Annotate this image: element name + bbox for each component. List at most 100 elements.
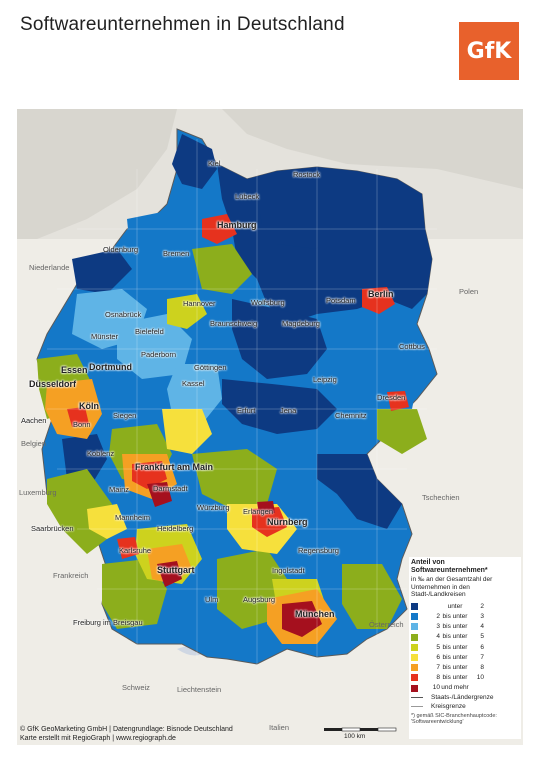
country-label-italien: Italien xyxy=(269,723,290,732)
region-upper-lusatia xyxy=(377,409,427,454)
city-label-frankfurt: Frankfurt am Main xyxy=(135,462,214,472)
gfk-logo-text: GfK xyxy=(466,38,512,64)
map-legend: Anteil von Softwareunternehmen* in ‰ an … xyxy=(409,557,521,739)
legend-class-to: 6 xyxy=(480,643,484,651)
legend-class-row: 8 bis unter 10 xyxy=(411,673,521,683)
legend-class-row: 7 bis unter 8 xyxy=(411,663,521,673)
map-area[interactable]: Niederlande Polen Belgien Luxemburg Fran… xyxy=(17,109,523,745)
legend-class-op: und mehr xyxy=(441,684,469,692)
legend-swatch xyxy=(411,633,418,641)
city-label-freiburg: Freiburg im Breisgau xyxy=(73,618,143,627)
region-cologne-red xyxy=(67,407,89,427)
legend-class-from: 7 xyxy=(436,663,440,671)
district-borders xyxy=(47,139,437,669)
city-label-hamburg: Hamburg xyxy=(217,220,257,230)
region-westphalia xyxy=(117,314,192,379)
region-schleswig xyxy=(172,134,217,189)
legend-class-from: 10 xyxy=(432,684,440,692)
region-nuremberg-red xyxy=(252,507,287,537)
legend-class-to: 8 xyxy=(480,663,484,671)
country-label-schweiz: Schweiz xyxy=(122,683,150,692)
city-label-hannover: Hannover xyxy=(183,299,216,308)
city-label-kiel: Kiel xyxy=(208,159,221,168)
scale-label: 100 km xyxy=(344,733,366,740)
region-darmstadt-red xyxy=(147,482,172,507)
north-sea xyxy=(17,109,177,244)
legend-district-border: Kreisgrenze xyxy=(411,702,521,711)
city-label-wolfsburg: Wolfsburg xyxy=(251,298,285,307)
legend-subtitle: in ‰ an der Gesamtzahl der Unternehmen i… xyxy=(411,576,493,599)
legend-class-from: 2 xyxy=(436,613,440,621)
city-label-dresden: Dresden xyxy=(377,393,406,402)
country-label-tschechien: Tschechien xyxy=(422,493,460,502)
legend-class-op: bis unter xyxy=(442,623,468,631)
credits-line-2: Karte erstellt mit RegioGraph | www.regi… xyxy=(20,734,176,742)
legend-swatch xyxy=(411,613,418,621)
region-berlin-red xyxy=(362,287,395,314)
city-label-nuernberg: Nürnberg xyxy=(267,517,308,527)
region-frankfurt-red xyxy=(132,461,167,489)
city-label-aachen: Aachen xyxy=(21,416,47,425)
region-emsland xyxy=(72,249,132,294)
city-label-paderborn: Paderborn xyxy=(141,350,177,359)
city-label-berlin: Berlin xyxy=(368,289,394,299)
legend-class-row: 10 und mehr xyxy=(411,683,521,693)
country-label-niederlande: Niederlande xyxy=(29,263,70,272)
legend-class-row: 5 bis unter 6 xyxy=(411,642,521,652)
legend-class-from: 4 xyxy=(436,633,440,641)
legend-class-from: 8 xyxy=(436,674,440,682)
city-label-magdeburg: Magdeburg xyxy=(282,319,320,328)
legend-class-row: 4 bis unter 5 xyxy=(411,632,521,642)
baltic-sea xyxy=(222,109,523,189)
legend-swatch xyxy=(411,674,418,682)
city-label-kassel: Kassel xyxy=(182,379,205,388)
city-label-braunschweig: Braunschweig xyxy=(210,319,258,328)
city-label-mannheim: Mannheim xyxy=(115,513,151,522)
legend-swatch xyxy=(411,603,418,611)
city-label-stuttgart: Stuttgart xyxy=(157,565,195,575)
legend-class-row: 6 bis unter 7 xyxy=(411,652,521,662)
legend-class-from: 3 xyxy=(436,623,440,631)
scale-bar: 100 km xyxy=(322,727,402,741)
legend-swatch xyxy=(411,664,418,672)
legend-state-border-label: Staats-/Ländergrenze xyxy=(431,693,494,701)
city-label-ulm: Ulm xyxy=(205,595,219,604)
credits: © GfK GeoMarketing GmbH | Datengrundlage… xyxy=(20,726,233,744)
legend-class-op: bis unter xyxy=(442,653,468,661)
city-label-osnabrueck: Osnabrück xyxy=(105,310,142,319)
legend-class-op: unter xyxy=(447,602,463,610)
region-thuringia xyxy=(222,379,337,434)
region-bavaria-east xyxy=(342,564,402,629)
legend-class-row: 2 bis unter 3 xyxy=(411,612,521,622)
city-label-duesseldorf: Düsseldorf xyxy=(29,379,77,389)
legend-swatch xyxy=(411,654,418,662)
legend-class-op: bis unter xyxy=(442,674,468,682)
legend-class-to: 4 xyxy=(480,623,484,631)
region-saxony-anhalt xyxy=(232,299,327,379)
city-label-ingolstadt: Ingolstadt xyxy=(272,566,305,575)
region-erlangen-red xyxy=(257,501,275,514)
region-palatinate-yellow xyxy=(87,504,127,539)
legend-class-to: 7 xyxy=(480,653,484,661)
legend-title: Anteil von Softwareunternehmen* xyxy=(411,559,488,575)
country-label-frankreich: Frankreich xyxy=(53,571,89,580)
city-label-dortmund: Dortmund xyxy=(89,362,132,372)
country-label-oesterreich: Österreich xyxy=(369,620,404,629)
city-label-augsburg: Augsburg xyxy=(243,595,276,604)
city-label-heidelberg: Heidelberg xyxy=(157,524,194,533)
region-munich-red xyxy=(282,601,322,637)
legend-class-from: 6 xyxy=(436,653,440,661)
city-label-essen: Essen xyxy=(61,365,88,375)
city-label-erlangen: Erlangen xyxy=(243,507,274,516)
legend-class-row: 3 bis unter 4 xyxy=(411,622,521,632)
legend-class-to: 3 xyxy=(480,613,484,621)
city-label-bonn: Bonn xyxy=(73,420,91,429)
legend-class-to: 5 xyxy=(480,633,484,641)
city-label-bielefeld: Bielefeld xyxy=(135,327,164,336)
city-label-siegen: Siegen xyxy=(113,411,137,420)
country-label-polen: Polen xyxy=(459,287,479,296)
city-label-mainz: Mainz xyxy=(109,485,130,494)
region-lower-saxony-east xyxy=(192,244,252,294)
city-label-muenster: Münster xyxy=(91,332,119,341)
legend-class-to: 2 xyxy=(480,602,484,610)
